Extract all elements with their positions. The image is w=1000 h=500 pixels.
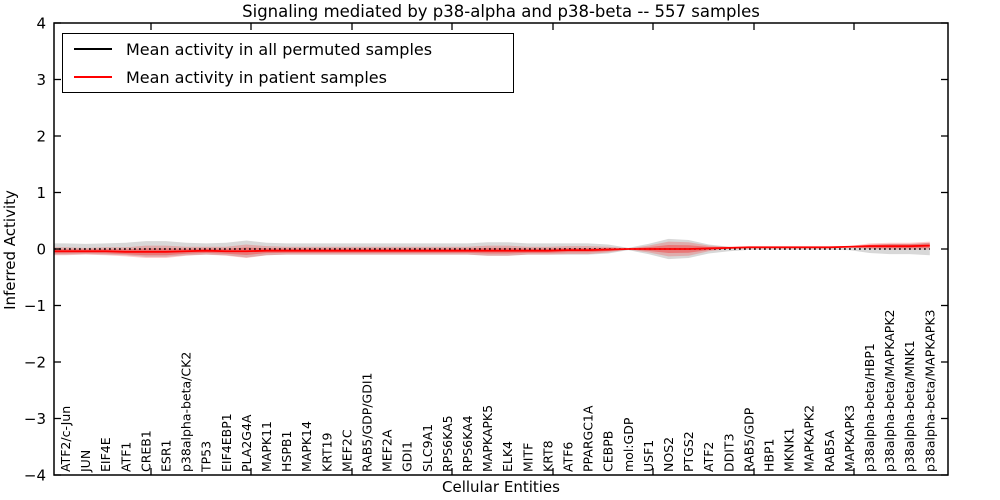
x-category-label: CREB1 [138, 430, 153, 472]
y-tick-label: 3 [36, 71, 46, 89]
x-category-label: ATF2 [701, 442, 716, 472]
x-category-label: MAPKAPK5 [480, 405, 495, 472]
x-axis-title: Cellular Entities [442, 478, 560, 496]
x-category-label: NOS2 [661, 437, 676, 472]
legend[interactable]: Mean activity in all permuted samples Me… [62, 33, 514, 93]
y-axis-title: Inferred Activity [1, 190, 19, 310]
x-category-label: PPARGC1A [581, 405, 596, 472]
x-category-label: MAPK14 [299, 421, 314, 472]
legend-label-permuted: Mean activity in all permuted samples [126, 39, 433, 59]
x-category-label: ATF6 [561, 442, 576, 472]
x-category-label: EIF4E [98, 437, 113, 472]
x-category-label: p38alpha-beta/MNK1 [902, 340, 917, 472]
x-category-label: EIF4EBP1 [219, 413, 234, 472]
legend-item-patient: Mean activity in patient samples [63, 64, 513, 90]
x-category-label: HSPB1 [279, 431, 294, 472]
y-tick-label: −3 [24, 410, 46, 428]
legend-line-swatch-permuted [74, 48, 112, 50]
x-category-label: p38alpha-beta/CK2 [179, 352, 194, 472]
legend-label-patient: Mean activity in patient samples [126, 67, 387, 87]
x-category-label: p38alpha-beta/MAPKAPK2 [882, 310, 897, 473]
x-category-label: HBP1 [762, 439, 777, 472]
x-category-label: ATF1 [118, 442, 133, 472]
y-tick-label: −1 [24, 297, 46, 315]
x-category-label: USF1 [641, 440, 656, 472]
y-tick-label: −2 [24, 354, 46, 372]
x-category-label: GDI1 [400, 441, 415, 472]
x-category-label: DDIT3 [721, 433, 736, 472]
x-category-label: KRT19 [319, 432, 334, 472]
permuted-std-band [54, 238, 930, 260]
x-category-label: CEBPB [601, 431, 616, 472]
y-tick-label: 4 [36, 15, 46, 33]
x-category-label: RAB5A [822, 430, 837, 472]
x-category-label: RAB5/GDP/GDI1 [360, 373, 375, 472]
chart-title: Signaling mediated by p38-alpha and p38-… [242, 2, 760, 21]
patient-mean-line [54, 244, 930, 253]
x-category-label: MITF [520, 443, 535, 472]
x-category-label: ESR1 [159, 440, 174, 472]
x-category-label: mol:GDP [621, 417, 636, 472]
x-category-label: RPS6KA5 [440, 415, 455, 472]
x-category-label: MAPK11 [259, 421, 274, 472]
x-category-label: PTGS2 [681, 431, 696, 472]
x-category-label: SLC9A1 [420, 424, 435, 472]
x-category-label: ELK4 [500, 441, 515, 472]
x-category-label: MAPKAPK2 [802, 405, 817, 472]
legend-line-swatch-patient [74, 76, 112, 78]
x-category-label: JUN [78, 450, 93, 473]
x-category-label: PLA2G4A [239, 414, 254, 472]
x-category-label: RPS6KA4 [460, 415, 475, 472]
x-category-label: p38alpha-beta/HBP1 [862, 343, 877, 472]
x-category-label: RAB5/GDP [741, 407, 756, 472]
x-category-label: ATF2/c-Jun [58, 406, 73, 472]
y-tick-label: 1 [36, 184, 46, 202]
x-category-label: MEF2C [339, 429, 354, 472]
x-category-label: KRT8 [540, 440, 555, 472]
x-category-label: p38alpha-beta/MAPKAPK3 [922, 309, 937, 472]
y-tick-label: 2 [36, 128, 46, 146]
patient-std-band-inner [54, 243, 930, 256]
y-tick-label: 0 [36, 241, 46, 259]
x-category-label: MKNK1 [782, 428, 797, 472]
x-category-label: MEF2A [380, 429, 395, 472]
x-category-label: MAPKAPK3 [842, 405, 857, 472]
legend-item-permuted: Mean activity in all permuted samples [63, 36, 513, 62]
y-tick-label: −4 [24, 467, 46, 485]
x-category-label: TP53 [199, 441, 214, 473]
